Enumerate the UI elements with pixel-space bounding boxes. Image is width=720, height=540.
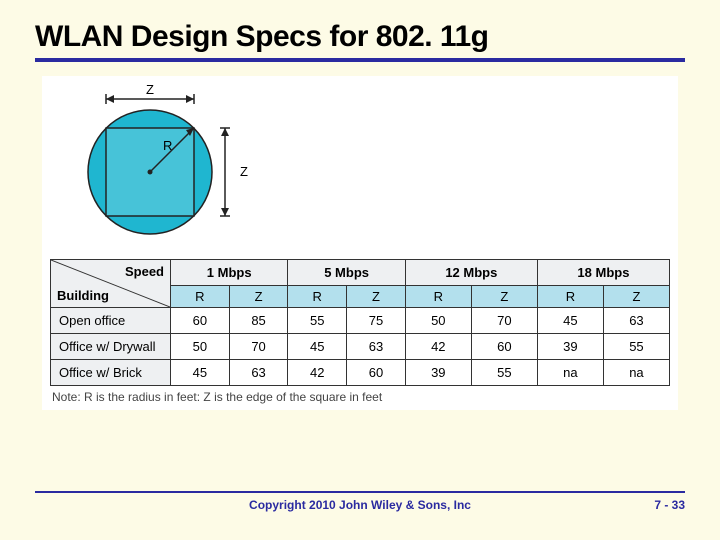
dim-label-right: Z: [240, 164, 248, 179]
cell: 42: [288, 360, 347, 386]
cell: 55: [471, 360, 537, 386]
row-label: Office w/ Drywall: [51, 334, 171, 360]
speed-header: 12 Mbps: [405, 260, 537, 286]
cell: 55: [603, 334, 669, 360]
cell: 45: [537, 308, 603, 334]
speed-header: 18 Mbps: [537, 260, 669, 286]
cell: 75: [347, 308, 406, 334]
cell: 39: [537, 334, 603, 360]
spec-table: Speed Building 1 Mbps 5 Mbps 12 Mbps 18 …: [50, 259, 670, 386]
sub-header: Z: [471, 286, 537, 308]
table-row: Office w/ Brick 45 63 42 60 39 55 na na: [51, 360, 670, 386]
cell: 55: [288, 308, 347, 334]
sub-header: R: [288, 286, 347, 308]
corner-speed-label: Speed: [125, 264, 164, 279]
cell: 85: [229, 308, 288, 334]
footer-page-number: 7 - 33: [625, 498, 685, 512]
sub-header: Z: [603, 286, 669, 308]
slide-title: WLAN Design Specs for 802. 11g: [35, 20, 685, 54]
title-underline: [35, 58, 685, 62]
cell: 70: [229, 334, 288, 360]
sub-header: Z: [229, 286, 288, 308]
table-corner-cell: Speed Building: [51, 260, 171, 308]
cell: 63: [229, 360, 288, 386]
coverage-diagram-svg: Z R Z: [68, 82, 273, 242]
table-header-row: Speed Building 1 Mbps 5 Mbps 12 Mbps 18 …: [51, 260, 670, 286]
sub-header: R: [537, 286, 603, 308]
row-label: Office w/ Brick: [51, 360, 171, 386]
footer-spacer: [35, 498, 95, 512]
cell: 63: [603, 308, 669, 334]
sub-header: Z: [347, 286, 406, 308]
dim-label-top: Z: [146, 82, 154, 97]
cell: 50: [405, 308, 471, 334]
cell: 42: [405, 334, 471, 360]
cell: na: [537, 360, 603, 386]
speed-header: 5 Mbps: [288, 260, 405, 286]
corner-building-label: Building: [57, 288, 109, 303]
content-area: Z R Z: [42, 76, 678, 410]
radius-label: R: [163, 138, 172, 153]
cell: 45: [171, 360, 230, 386]
cell: 45: [288, 334, 347, 360]
table-row: Open office 60 85 55 75 50 70 45 63: [51, 308, 670, 334]
cell: 60: [347, 360, 406, 386]
cell: 39: [405, 360, 471, 386]
sub-header: R: [405, 286, 471, 308]
table-row: Office w/ Drywall 50 70 45 63 42 60 39 5…: [51, 334, 670, 360]
footer-line: [35, 491, 685, 493]
row-label: Open office: [51, 308, 171, 334]
cell: 70: [471, 308, 537, 334]
cell: 50: [171, 334, 230, 360]
cell: na: [603, 360, 669, 386]
cell: 63: [347, 334, 406, 360]
table-note: Note: R is the radius in feet: Z is the …: [50, 386, 670, 406]
cell: 60: [171, 308, 230, 334]
speed-header: 1 Mbps: [171, 260, 288, 286]
sub-header: R: [171, 286, 230, 308]
footer-copyright: Copyright 2010 John Wiley & Sons, Inc: [95, 498, 625, 512]
coverage-diagram: Z R Z: [68, 82, 670, 247]
slide-footer: Copyright 2010 John Wiley & Sons, Inc 7 …: [35, 491, 685, 512]
cell: 60: [471, 334, 537, 360]
